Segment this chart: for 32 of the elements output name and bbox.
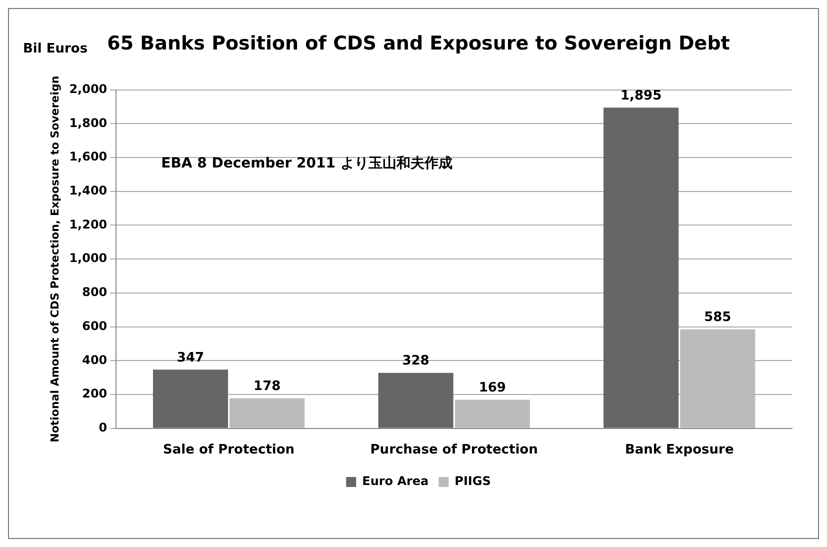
y-tick-label: 1,200 — [69, 217, 108, 232]
data-label: 347 — [176, 350, 204, 366]
annotation: EBA 8 December 2011 より玉山和夫作成 — [161, 155, 452, 172]
data-label: 328 — [402, 354, 430, 369]
y-tick-label: 600 — [82, 318, 108, 333]
bar — [604, 108, 679, 428]
bar — [378, 372, 454, 428]
bar — [680, 329, 756, 428]
y-tick-label: 400 — [82, 352, 108, 367]
y-tick-label: 1,400 — [69, 184, 108, 198]
legend-label: Euro Area — [362, 474, 429, 488]
y-tick-label: 1,000 — [69, 251, 108, 266]
data-label: 178 — [254, 379, 281, 394]
y-tick-label: 1,800 — [69, 116, 108, 130]
y-tick-label: 2,000 — [69, 82, 108, 96]
bar — [230, 398, 305, 428]
y-tick-label: 200 — [82, 386, 108, 401]
y-tick-label: 1,600 — [69, 150, 108, 164]
bar — [152, 370, 228, 428]
y-axis-title: Notional Amount of CDS Protection, Exposure to Sovereign — [48, 76, 62, 442]
text: Bil Euros — [23, 41, 88, 56]
data-label: 585 — [704, 310, 732, 326]
legend-label: PIIGS — [454, 474, 491, 488]
data-label: 1,895 — [620, 88, 662, 104]
y-tick-label: 800 — [82, 285, 108, 300]
data-label: 169 — [478, 380, 506, 396]
x-tick-label: Bank Exposure — [624, 442, 734, 458]
y-tick-label: 0 — [98, 420, 108, 435]
x-tick-label: Sale of Protection — [163, 442, 295, 458]
chart-title: 65 Banks Position of CDS and Exposure to Sovereign Debt — [107, 32, 730, 54]
x-tick-label: Purchase of Protection — [370, 442, 538, 458]
bar — [454, 400, 530, 428]
